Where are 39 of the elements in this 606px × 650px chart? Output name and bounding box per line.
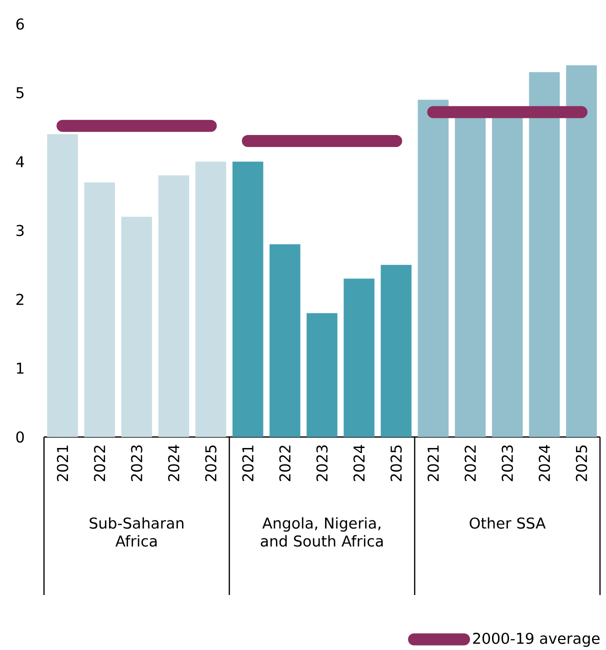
bar <box>566 65 597 437</box>
x-tick-label: 2024 <box>168 445 180 482</box>
bar <box>195 162 226 437</box>
y-tick-label: 4 <box>16 156 24 168</box>
bar <box>380 264 412 437</box>
x-tick-label: 2021 <box>428 446 439 482</box>
bar <box>121 216 152 437</box>
y-tick-label: 0 <box>16 431 24 443</box>
x-tick-label: 2025 <box>576 445 588 482</box>
bar <box>418 100 449 437</box>
y-tick-label: 5 <box>16 87 24 98</box>
x-tick-label: 2025 <box>205 445 216 482</box>
x-tick-label: 2023 <box>316 445 328 482</box>
bar <box>270 244 300 437</box>
y-tick-label: 6 <box>16 18 24 30</box>
text: Other SSA <box>470 517 546 529</box>
x-tick-label: 2024 <box>538 445 550 482</box>
legend-label: 2000-19 average <box>473 632 600 647</box>
x-tick-label: 2025 <box>390 445 402 482</box>
x-tick-label: 2021 <box>242 446 254 482</box>
x-tick-label: 2024 <box>353 445 365 482</box>
text: Sub-Saharan Africa <box>90 517 184 547</box>
bar <box>232 162 264 437</box>
x-tick-label: 2023 <box>502 445 513 482</box>
x-tick-label: 2023 <box>131 445 142 482</box>
x-tick-label: 2022 <box>94 446 106 482</box>
bar <box>344 278 374 437</box>
y-tick-label: 2 <box>16 294 24 305</box>
bar <box>84 182 115 437</box>
y-tick-label: 1 <box>16 362 24 374</box>
bar <box>529 72 560 437</box>
x-tick-label: 2022 <box>464 446 476 482</box>
bar <box>47 134 78 437</box>
text: Angola, Nigeria, and South Africa <box>260 517 383 547</box>
bar <box>158 175 190 437</box>
x-tick-label: 2022 <box>279 446 291 482</box>
y-tick-label: 3 <box>16 224 24 236</box>
bar <box>306 313 338 437</box>
x-tick-label: 2021 <box>56 446 68 482</box>
